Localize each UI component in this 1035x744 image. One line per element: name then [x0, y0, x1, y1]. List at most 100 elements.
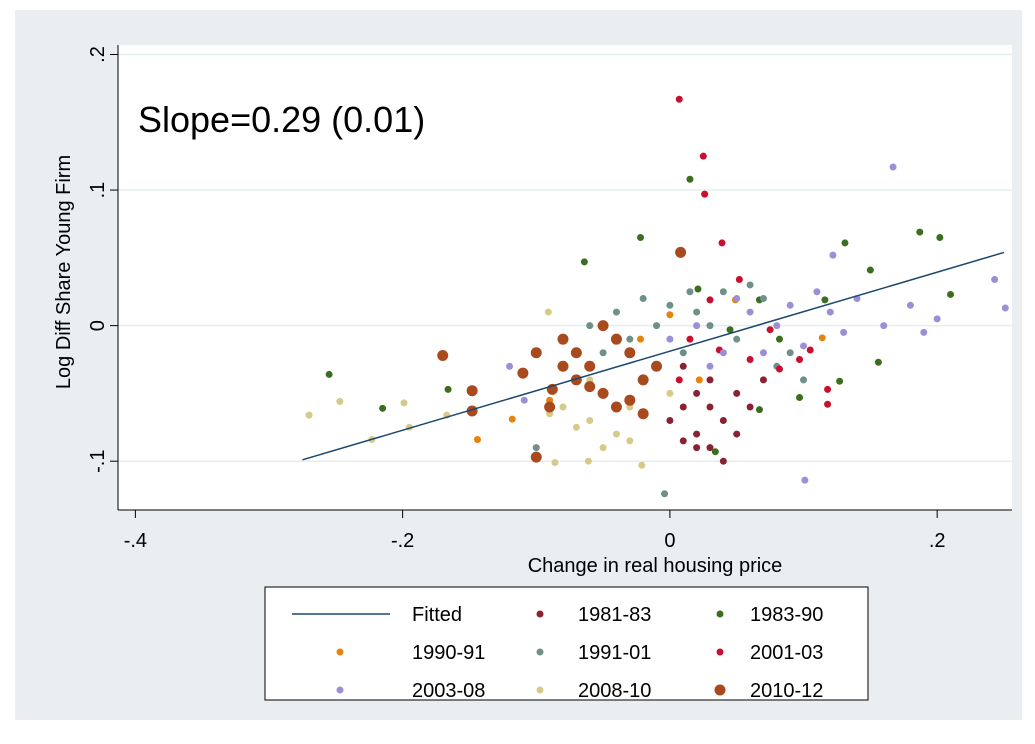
- point: [638, 461, 646, 469]
- point: [829, 251, 837, 259]
- point: [584, 381, 596, 393]
- y-tick-label: .1: [87, 182, 109, 199]
- point: [551, 459, 559, 467]
- point: [597, 320, 609, 332]
- y-tick-label: .2: [87, 46, 109, 63]
- point: [637, 408, 649, 420]
- point: [530, 347, 542, 359]
- point: [679, 437, 687, 445]
- point: [517, 367, 529, 379]
- legend-swatch: [536, 686, 544, 694]
- point: [570, 347, 582, 359]
- point: [874, 358, 882, 366]
- point: [675, 95, 683, 103]
- legend-swatch: [714, 684, 726, 696]
- point: [936, 234, 944, 242]
- point: [437, 349, 449, 361]
- point: [718, 239, 726, 247]
- point: [624, 347, 636, 359]
- point: [796, 393, 804, 401]
- point: [597, 387, 609, 399]
- point: [775, 335, 783, 343]
- plot-area: [118, 45, 1012, 510]
- point: [866, 266, 874, 274]
- point: [746, 308, 754, 316]
- point: [706, 376, 714, 384]
- point: [599, 444, 607, 452]
- point: [840, 328, 848, 336]
- point: [836, 377, 844, 385]
- point: [336, 398, 344, 406]
- point: [735, 276, 743, 284]
- legend-label: 2010-12: [750, 680, 823, 702]
- point: [818, 334, 826, 342]
- legend-swatch: [716, 610, 724, 618]
- legend-label: 2008-10: [578, 680, 651, 702]
- point: [666, 335, 674, 343]
- point: [733, 295, 741, 303]
- point: [759, 349, 767, 357]
- point: [675, 246, 687, 258]
- point: [520, 396, 528, 404]
- point: [570, 374, 582, 386]
- point: [693, 430, 701, 438]
- point: [706, 444, 714, 452]
- legend-label: 1983-90: [750, 604, 823, 626]
- point: [916, 228, 924, 236]
- point: [584, 360, 596, 372]
- point: [719, 417, 727, 425]
- point: [557, 333, 569, 345]
- point: [679, 403, 687, 411]
- x-tick-label: -.4: [124, 530, 147, 552]
- point: [666, 301, 674, 309]
- point: [626, 437, 634, 445]
- point: [1001, 304, 1009, 312]
- point: [746, 403, 754, 411]
- point: [666, 311, 674, 319]
- point: [679, 362, 687, 370]
- point: [400, 399, 408, 407]
- point: [719, 288, 727, 296]
- point: [726, 326, 734, 334]
- point: [706, 296, 714, 304]
- y-axis-title: Log Diff Share Young Firm: [53, 155, 75, 389]
- point: [557, 360, 569, 372]
- point: [530, 451, 542, 463]
- point: [766, 326, 774, 334]
- point: [686, 335, 694, 343]
- point: [695, 376, 703, 384]
- point: [694, 285, 702, 293]
- legend-label: Fitted: [412, 604, 462, 626]
- point: [580, 258, 588, 266]
- x-tick-label: .2: [929, 530, 946, 552]
- legend-label: 2001-03: [750, 642, 823, 664]
- point: [305, 411, 313, 419]
- point: [506, 362, 514, 370]
- point: [733, 389, 741, 397]
- point: [686, 288, 694, 296]
- point: [947, 290, 955, 298]
- point: [637, 335, 645, 343]
- point: [906, 301, 914, 309]
- point: [800, 342, 808, 350]
- point: [610, 401, 622, 413]
- point: [610, 333, 622, 345]
- point: [824, 400, 832, 408]
- point: [686, 175, 694, 183]
- point: [693, 444, 701, 452]
- point: [933, 315, 941, 323]
- point: [801, 476, 809, 484]
- point: [666, 417, 674, 425]
- point: [379, 404, 387, 412]
- point: [675, 376, 683, 384]
- legend-label: 1991-01: [578, 642, 651, 664]
- point: [544, 401, 556, 413]
- point: [755, 406, 763, 414]
- point: [821, 296, 829, 304]
- point: [920, 328, 928, 336]
- point: [651, 360, 663, 372]
- point: [666, 389, 674, 397]
- legend-label: 2003-08: [412, 680, 485, 702]
